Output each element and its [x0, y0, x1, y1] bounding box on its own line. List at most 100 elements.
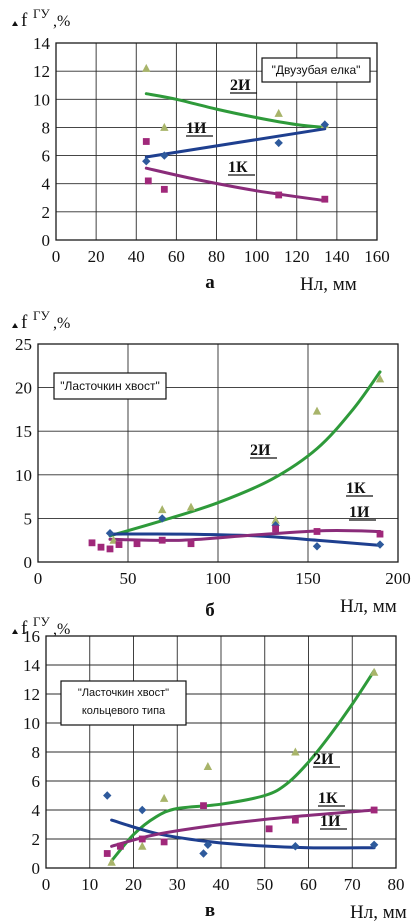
legend-box-text: кольцевого типа	[82, 705, 166, 717]
curve-label: 1К	[318, 790, 338, 807]
data-point-triangle	[291, 747, 300, 756]
legend-box-text: "Ласточкин хвост"	[60, 379, 159, 393]
data-point-diamond	[138, 805, 147, 815]
x-tick-label: 0	[52, 247, 61, 266]
x-tick-label: 40	[213, 875, 230, 894]
x-tick-label: 100	[244, 247, 270, 266]
legend-box-text: "Двузубая елка"	[272, 63, 361, 77]
data-point-diamond	[312, 542, 322, 551]
data-point-diamond	[203, 840, 213, 849]
y-tick-label: 2	[42, 203, 51, 222]
data-point-diamond	[369, 840, 379, 849]
y-tick-label: 10	[23, 714, 40, 733]
data-point-square	[160, 838, 168, 846]
trend-line-1	[110, 818, 376, 850]
chart-panel-v: 0 10 20 30 40 50 60 70 80 0 2 4 6 8 10 12 14 16f ГУ ,% Нл, м…	[12, 614, 407, 923]
data-point-triangle	[107, 857, 116, 866]
y-tick-label: 6	[32, 772, 41, 791]
x-axis-label: Нл, мм	[350, 902, 407, 923]
x-tick-label: 10	[81, 875, 98, 894]
legend-box-text: "Ласточкин хвост"	[78, 687, 169, 699]
x-tick-label: 160	[364, 247, 390, 266]
curve-label: 2И	[313, 751, 334, 768]
curve-label: 1К	[228, 159, 248, 176]
data-point-diamond	[103, 791, 112, 800]
x-tick-label: 60	[300, 875, 317, 894]
chart-panel-a: 0 20 40 60 80 100 120 140 160 0 2 4 6 8 10 12 14 f ГУ ,% Нл,…	[12, 6, 390, 295]
y-tick-label: 12	[33, 62, 50, 81]
curve-label: 1И	[186, 120, 207, 137]
data-point-square	[103, 850, 111, 857]
y-tick-label: 10	[33, 90, 50, 109]
data-point-square	[291, 816, 299, 824]
y-tick-label: 5	[24, 509, 33, 528]
data-point-diamond	[271, 521, 280, 530]
y-axis-label-unit: ,%	[53, 13, 70, 30]
legend-box	[261, 57, 371, 83]
x-axis-label: Нл, мм	[300, 274, 357, 295]
y-tick-label: 25	[15, 335, 32, 354]
y-axis-label: f	[21, 312, 28, 333]
x-tick-label: 0	[34, 569, 43, 588]
data-point-triangle	[375, 374, 385, 383]
data-point-square	[265, 825, 273, 833]
data-point-square	[133, 540, 141, 548]
x-tick-label: 0	[42, 875, 51, 894]
data-point-triangle	[271, 515, 280, 524]
y-axis-label-unit: ,%	[53, 315, 70, 332]
data-point-triangle	[158, 505, 167, 514]
data-point-square	[115, 541, 123, 548]
data-point-triangle	[369, 667, 379, 676]
panel-letter: б	[205, 600, 215, 621]
legend-box	[53, 372, 167, 400]
data-point-triangle	[186, 502, 196, 511]
y-tick-label: 8	[32, 743, 41, 762]
curve-label: 1И	[320, 813, 341, 830]
delta-icon	[12, 323, 18, 328]
data-point-diamond	[320, 120, 330, 129]
data-point-square	[158, 536, 166, 544]
x-tick-label: 30	[169, 875, 186, 894]
data-point-square	[272, 525, 279, 533]
trend-line-2	[108, 528, 382, 542]
y-tick-label: 14	[33, 34, 51, 53]
data-point-square	[88, 539, 96, 547]
curve-label: 2И	[250, 442, 271, 459]
curve-label: 1К	[346, 480, 366, 497]
data-point-square	[376, 530, 384, 538]
data-point-diamond	[160, 151, 169, 160]
data-point-square	[187, 540, 195, 548]
y-tick-label: 6	[42, 147, 51, 166]
data-point-diamond	[142, 157, 151, 166]
trend-line-0	[110, 669, 376, 863]
curve-label: 2И	[230, 77, 251, 94]
data-point-triangle	[274, 108, 283, 117]
data-point-diamond	[158, 514, 167, 523]
data-point-square	[138, 835, 146, 843]
panel-letter: в	[205, 900, 215, 921]
plot-frame	[37, 343, 399, 563]
data-point-square	[97, 543, 105, 551]
x-tick-label: 200	[385, 569, 411, 588]
y-tick-label: 12	[23, 685, 40, 704]
data-point-triangle	[312, 406, 322, 415]
panel-letter: а	[205, 272, 215, 293]
y-axis-label: f	[21, 618, 28, 639]
y-tick-label: 20	[15, 379, 32, 398]
trend-line-1	[144, 127, 327, 159]
y-tick-label: 4	[32, 801, 41, 820]
data-point-triangle	[159, 793, 169, 802]
y-tick-label: 4	[42, 175, 51, 194]
data-point-square	[275, 191, 283, 199]
data-point-triangle	[203, 762, 213, 770]
x-tick-label: 80	[388, 875, 405, 894]
y-axis-label: f	[21, 10, 28, 31]
x-tick-label: 100	[205, 569, 231, 588]
data-point-square	[313, 528, 321, 535]
x-tick-label: 40	[128, 247, 145, 266]
x-tick-label: 140	[324, 247, 350, 266]
x-tick-label: 120	[284, 247, 310, 266]
data-point-square	[160, 185, 168, 193]
data-point-square	[200, 802, 207, 810]
